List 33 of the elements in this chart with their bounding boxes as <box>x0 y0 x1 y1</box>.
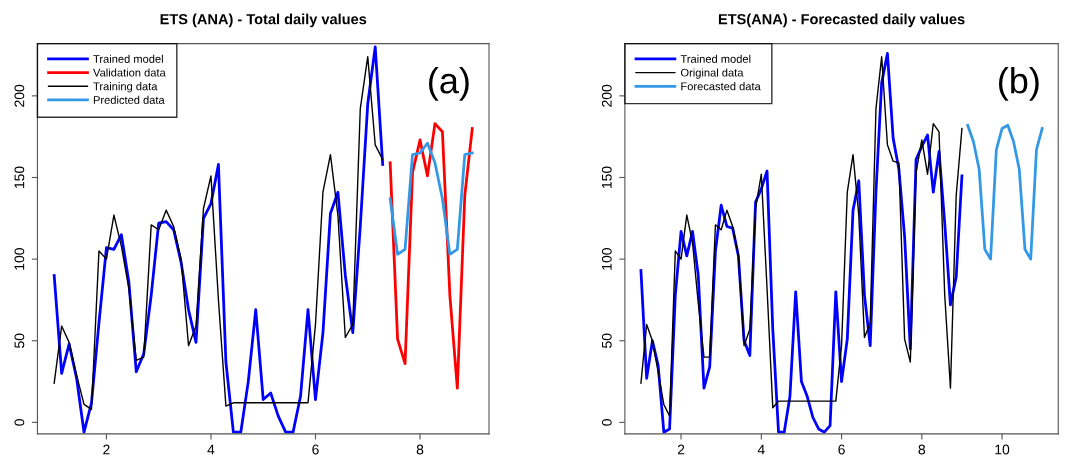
y-tick-label: 0 <box>14 419 25 426</box>
x-tick-label: 4 <box>207 444 215 455</box>
y-tick-label: 0 <box>601 419 612 426</box>
chart-title: ETS(ANA) - Forecasted daily values <box>718 13 965 28</box>
line-series <box>388 122 474 390</box>
x-tick-label: 10 <box>995 444 1010 455</box>
y-tick-label: 150 <box>601 166 612 189</box>
legend-label: Trained model <box>93 54 163 63</box>
x-tick-label: 6 <box>838 444 845 455</box>
y-tick-label: 200 <box>601 84 612 107</box>
legend-label: Original data <box>680 68 744 79</box>
y-tick-label: 100 <box>601 248 612 270</box>
legend-label: Trained model <box>680 54 751 63</box>
legend-label: Training data <box>93 82 158 93</box>
legend-label: Predicted data <box>93 95 165 104</box>
line-series <box>966 123 1044 261</box>
annotation: (b) <box>999 67 1039 101</box>
x-tick-label: 2 <box>103 444 110 455</box>
y-tick-label: 50 <box>601 333 612 348</box>
y-tick-label: 150 <box>14 166 25 189</box>
legend-label: Validation data <box>93 68 166 77</box>
x-tick-label: 8 <box>416 444 424 455</box>
x-tick-label: 2 <box>677 444 685 455</box>
x-tick-label: 4 <box>757 444 765 455</box>
line-series <box>388 141 474 256</box>
y-tick-label: 200 <box>14 84 25 107</box>
x-tick-label: 6 <box>312 444 319 455</box>
annotation: (a) <box>429 67 469 101</box>
y-tick-label: 50 <box>14 333 25 348</box>
legend-label: Forecasted data <box>681 82 761 91</box>
y-tick-label: 100 <box>14 248 25 270</box>
chart-title: ETS (ANA) - Total daily values <box>160 13 367 28</box>
x-tick-label: 8 <box>918 444 926 455</box>
